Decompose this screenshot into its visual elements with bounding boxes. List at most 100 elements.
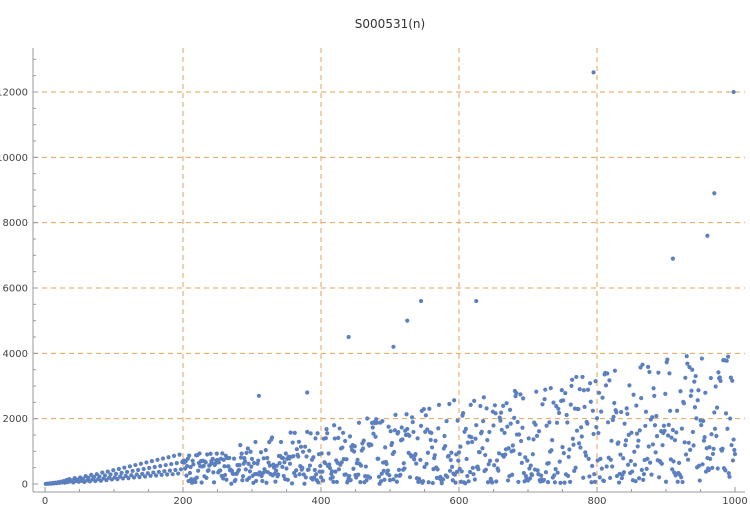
data-point <box>156 469 161 475</box>
data-point <box>594 425 599 430</box>
data-point <box>122 465 127 470</box>
data-point <box>155 457 160 462</box>
data-point <box>256 458 261 463</box>
data-point <box>196 468 201 473</box>
data-point <box>336 467 342 472</box>
data-point <box>104 477 109 483</box>
data-point <box>284 466 289 471</box>
data-point <box>91 475 97 480</box>
data-point <box>596 390 602 395</box>
data-point <box>281 473 286 479</box>
data-point <box>129 473 134 478</box>
data-point <box>629 430 634 435</box>
data-point <box>432 453 437 458</box>
data-point <box>231 456 237 461</box>
data-point <box>680 479 685 485</box>
data-point <box>539 473 544 478</box>
data-point <box>492 403 497 408</box>
data-point <box>292 430 297 435</box>
data-point <box>191 462 196 467</box>
data-point <box>492 463 497 468</box>
data-point <box>313 436 318 441</box>
data-point <box>562 480 567 485</box>
data-point <box>496 451 502 456</box>
data-point <box>623 443 628 448</box>
data-point <box>323 436 328 441</box>
data-point <box>388 429 393 434</box>
data-point <box>474 423 479 428</box>
data-point <box>348 478 353 483</box>
data-point <box>248 449 253 454</box>
data-point <box>589 480 594 485</box>
data-point <box>450 478 455 483</box>
data-point <box>648 460 653 465</box>
data-point <box>517 451 522 457</box>
data-point <box>707 445 712 450</box>
data-point <box>355 457 360 462</box>
data-point <box>421 479 426 484</box>
data-point <box>720 446 725 451</box>
data-point <box>521 470 526 476</box>
data-point <box>714 405 720 410</box>
data-point <box>568 402 573 407</box>
data-point <box>726 354 731 359</box>
data-point <box>167 468 172 473</box>
data-point <box>702 434 707 440</box>
data-point <box>86 475 91 480</box>
data-point <box>685 457 691 462</box>
data-point <box>703 390 708 395</box>
data-point <box>300 465 305 470</box>
data-point <box>456 458 461 463</box>
data-point <box>293 473 298 478</box>
data-point <box>108 472 113 477</box>
data-point <box>570 377 575 382</box>
data-point <box>640 362 645 367</box>
data-point <box>89 472 94 477</box>
data-point <box>435 467 440 472</box>
data-point <box>576 441 582 446</box>
data-point <box>149 459 155 464</box>
data-point <box>263 447 268 453</box>
data-point <box>583 453 589 458</box>
data-point <box>632 462 638 467</box>
data-point <box>484 406 489 411</box>
data-point <box>332 423 337 428</box>
data-point <box>550 438 555 443</box>
data-point <box>285 477 290 482</box>
data-point <box>647 369 652 375</box>
data-point <box>126 476 131 481</box>
data-point <box>343 472 348 477</box>
data-point <box>166 455 171 460</box>
data-point <box>635 444 640 449</box>
data-point <box>314 472 319 477</box>
data-point <box>708 375 713 381</box>
data-point <box>534 389 539 394</box>
data-point <box>470 465 475 470</box>
data-point <box>254 478 259 484</box>
data-point <box>283 451 288 456</box>
data-point <box>609 438 614 443</box>
data-point <box>429 445 435 450</box>
data-point <box>413 452 418 457</box>
data-point <box>670 467 675 472</box>
data-point <box>588 399 593 404</box>
data-point <box>610 464 615 469</box>
data-point <box>574 428 580 433</box>
data-point <box>290 440 295 445</box>
data-point <box>710 465 715 470</box>
data-point <box>123 473 128 478</box>
grid-lines <box>33 48 745 492</box>
data-point <box>162 469 167 474</box>
data-point <box>519 438 524 444</box>
data-point <box>374 417 379 422</box>
data-point <box>165 472 170 477</box>
data-point <box>405 426 410 432</box>
data-point <box>716 370 721 375</box>
data-point <box>344 457 349 462</box>
data-point <box>516 479 521 485</box>
data-point <box>612 368 618 373</box>
data-point <box>511 448 516 453</box>
data-point <box>556 410 562 416</box>
data-point <box>471 472 476 477</box>
data-point <box>526 436 531 441</box>
